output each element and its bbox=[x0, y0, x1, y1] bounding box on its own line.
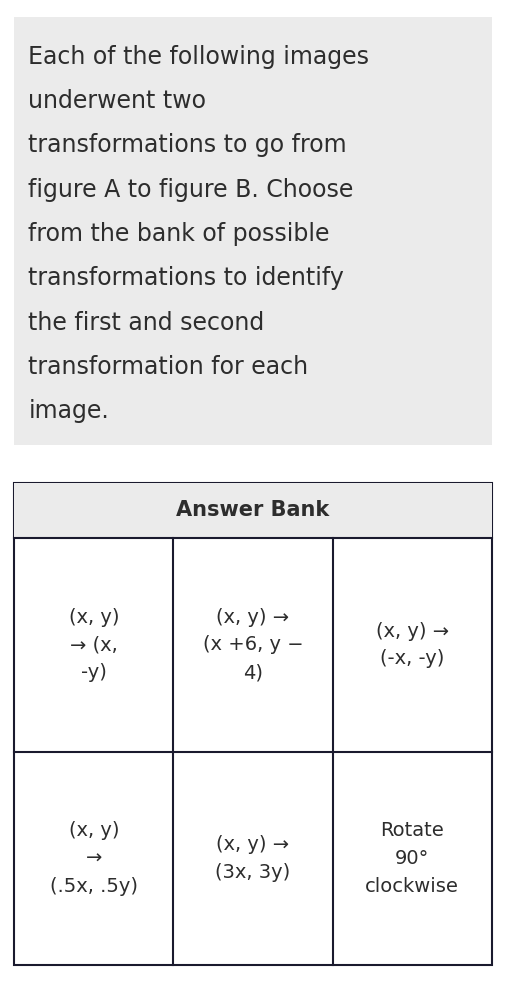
Text: the first and second: the first and second bbox=[28, 310, 264, 335]
Text: 4): 4) bbox=[242, 663, 263, 682]
Text: image.: image. bbox=[28, 399, 109, 424]
Text: →: → bbox=[85, 849, 102, 868]
Text: (3x, 3y): (3x, 3y) bbox=[215, 863, 290, 882]
Text: transformations to go from: transformations to go from bbox=[28, 133, 346, 158]
Text: figure A to figure B. Choose: figure A to figure B. Choose bbox=[28, 177, 353, 202]
Text: (x, y) →: (x, y) → bbox=[375, 622, 448, 640]
Text: Rotate: Rotate bbox=[380, 821, 443, 840]
Text: underwent two: underwent two bbox=[28, 89, 206, 113]
Text: (-x, -y): (-x, -y) bbox=[379, 649, 443, 668]
Text: → (x,: → (x, bbox=[70, 635, 118, 654]
Text: 90°: 90° bbox=[394, 849, 429, 868]
Text: (x, y): (x, y) bbox=[68, 821, 119, 840]
Bar bbox=[14, 483, 491, 538]
Text: (x, y) →: (x, y) → bbox=[216, 608, 289, 626]
Text: (x +6, y −: (x +6, y − bbox=[203, 635, 302, 654]
Text: transformation for each: transformation for each bbox=[28, 355, 308, 379]
Text: (x, y) →: (x, y) → bbox=[216, 835, 289, 854]
Text: (.5x, .5y): (.5x, .5y) bbox=[49, 877, 137, 895]
Text: Each of the following images: Each of the following images bbox=[28, 44, 369, 69]
Text: (x, y): (x, y) bbox=[68, 608, 119, 626]
Text: Answer Bank: Answer Bank bbox=[176, 500, 329, 520]
Text: -y): -y) bbox=[81, 663, 107, 682]
Bar bbox=[14, 483, 491, 965]
Text: transformations to identify: transformations to identify bbox=[28, 266, 343, 291]
Text: from the bank of possible: from the bank of possible bbox=[28, 222, 329, 246]
Text: clockwise: clockwise bbox=[365, 877, 458, 895]
Bar bbox=[14, 17, 491, 445]
